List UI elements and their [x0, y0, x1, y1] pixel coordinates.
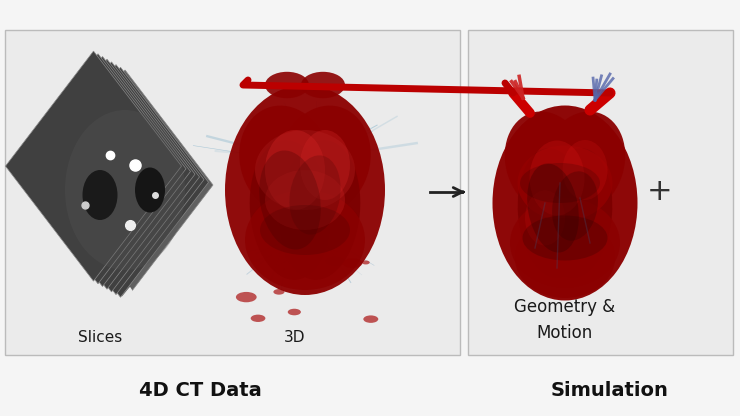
- Ellipse shape: [362, 260, 370, 265]
- Polygon shape: [19, 59, 195, 289]
- Ellipse shape: [65, 110, 185, 270]
- FancyBboxPatch shape: [468, 30, 733, 355]
- Ellipse shape: [249, 140, 330, 280]
- Text: +: +: [648, 178, 673, 206]
- Ellipse shape: [530, 141, 585, 215]
- Ellipse shape: [236, 292, 257, 302]
- Ellipse shape: [280, 140, 360, 280]
- Ellipse shape: [259, 151, 321, 250]
- Text: Slices: Slices: [78, 330, 122, 346]
- Ellipse shape: [251, 314, 266, 322]
- Ellipse shape: [522, 215, 608, 260]
- Ellipse shape: [239, 106, 331, 214]
- Ellipse shape: [265, 72, 309, 98]
- Ellipse shape: [517, 146, 613, 220]
- Ellipse shape: [515, 218, 615, 298]
- Ellipse shape: [520, 163, 600, 203]
- Ellipse shape: [225, 85, 385, 295]
- Ellipse shape: [245, 190, 365, 290]
- Polygon shape: [5, 51, 181, 281]
- Polygon shape: [28, 64, 204, 295]
- Ellipse shape: [542, 148, 612, 278]
- Ellipse shape: [82, 170, 118, 220]
- Ellipse shape: [562, 140, 608, 200]
- Polygon shape: [15, 57, 190, 287]
- Ellipse shape: [525, 191, 565, 245]
- Text: 3D: 3D: [284, 330, 306, 346]
- Ellipse shape: [265, 130, 325, 210]
- Ellipse shape: [493, 106, 637, 300]
- FancyBboxPatch shape: [5, 30, 460, 355]
- Text: 4D CT Data: 4D CT Data: [138, 381, 261, 399]
- Polygon shape: [33, 67, 209, 297]
- Ellipse shape: [260, 205, 350, 255]
- Ellipse shape: [541, 111, 625, 215]
- Ellipse shape: [301, 72, 345, 98]
- Ellipse shape: [279, 106, 371, 214]
- Ellipse shape: [527, 163, 579, 253]
- Ellipse shape: [265, 170, 345, 230]
- Ellipse shape: [273, 289, 284, 295]
- Ellipse shape: [505, 111, 589, 215]
- Ellipse shape: [135, 168, 165, 213]
- Ellipse shape: [300, 130, 350, 200]
- Text: Simulation: Simulation: [551, 381, 669, 399]
- Ellipse shape: [325, 256, 346, 266]
- Text: Geometry &
Motion: Geometry & Motion: [514, 299, 616, 342]
- Ellipse shape: [343, 258, 363, 268]
- Ellipse shape: [288, 309, 301, 315]
- Polygon shape: [10, 54, 186, 284]
- Ellipse shape: [363, 315, 378, 323]
- Ellipse shape: [518, 148, 588, 278]
- Ellipse shape: [510, 198, 620, 288]
- Ellipse shape: [552, 171, 598, 241]
- Polygon shape: [37, 70, 213, 300]
- Polygon shape: [24, 62, 200, 292]
- Ellipse shape: [289, 155, 340, 235]
- Ellipse shape: [255, 130, 355, 210]
